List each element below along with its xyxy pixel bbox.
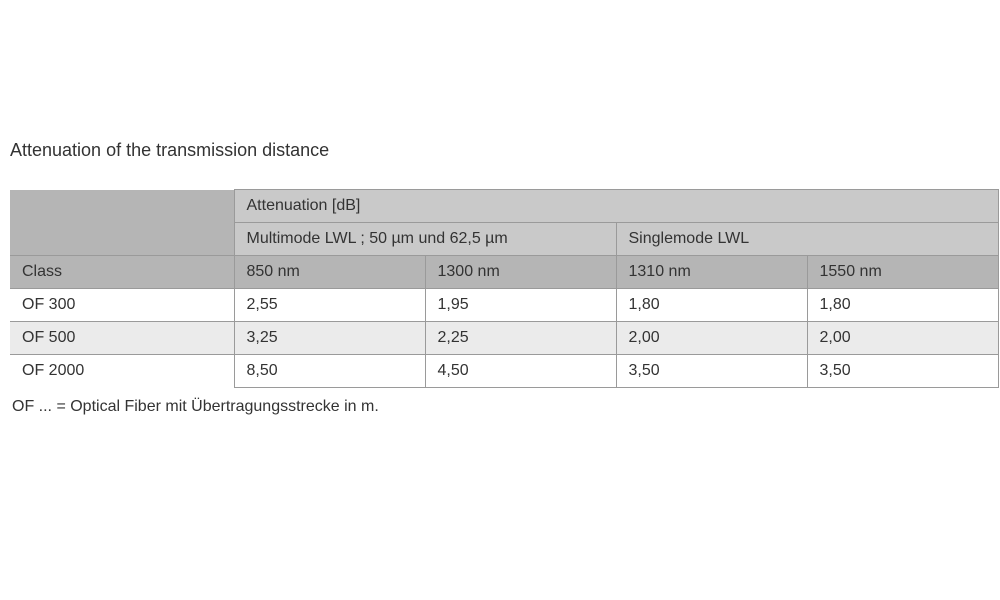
table-row: OF 2000 8,50 4,50 3,50 3,50 — [10, 355, 998, 388]
header-attenuation: Attenuation [dB] — [234, 190, 998, 223]
cell-class: OF 300 — [10, 289, 234, 322]
header-1300nm: 1300 nm — [425, 256, 616, 289]
header-1310nm: 1310 nm — [616, 256, 807, 289]
cell-850: 3,25 — [234, 322, 425, 355]
header-850nm: 850 nm — [234, 256, 425, 289]
attenuation-table: Attenuation [dB] Multimode LWL ; 50 µm u… — [10, 189, 999, 388]
cell-850: 8,50 — [234, 355, 425, 388]
cell-1300: 2,25 — [425, 322, 616, 355]
cell-1310: 1,80 — [616, 289, 807, 322]
footnote: OF ... = Optical Fiber mit Übertragungss… — [10, 398, 1000, 416]
cell-1550: 1,80 — [807, 289, 998, 322]
table-row: OF 300 2,55 1,95 1,80 1,80 — [10, 289, 998, 322]
header-singlemode: Singlemode LWL — [616, 223, 998, 256]
header-class: Class — [10, 256, 234, 289]
page-title: Attenuation of the transmission distance — [10, 140, 1000, 161]
table-row: OF 500 3,25 2,25 2,00 2,00 — [10, 322, 998, 355]
cell-class: OF 500 — [10, 322, 234, 355]
cell-850: 2,55 — [234, 289, 425, 322]
cell-1300: 4,50 — [425, 355, 616, 388]
cell-1550: 2,00 — [807, 322, 998, 355]
cell-1310: 2,00 — [616, 322, 807, 355]
header-multimode: Multimode LWL ; 50 µm und 62,5 µm — [234, 223, 616, 256]
cell-1300: 1,95 — [425, 289, 616, 322]
cell-1310: 3,50 — [616, 355, 807, 388]
cell-class: OF 2000 — [10, 355, 234, 388]
cell-1550: 3,50 — [807, 355, 998, 388]
header-1550nm: 1550 nm — [807, 256, 998, 289]
header-blank — [10, 190, 234, 256]
